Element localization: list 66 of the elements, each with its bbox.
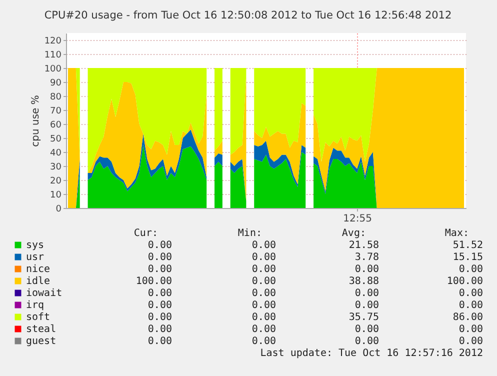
text: 0.00	[458, 336, 483, 347]
text: 100.00	[446, 276, 483, 287]
text: 3.78	[354, 252, 379, 263]
y-tick-label: 80	[50, 92, 62, 102]
y-tick-label: 60	[50, 120, 62, 130]
legend-label: irq	[26, 300, 44, 311]
y-tick-label: 110	[44, 50, 62, 60]
legend-label: usr	[26, 252, 44, 263]
text: 0.00	[458, 264, 483, 275]
text: 35.75	[348, 312, 379, 323]
y-tick-label: 40	[50, 148, 62, 158]
text: 0.00	[148, 336, 172, 347]
y-tick-label: 90	[50, 78, 62, 88]
text: 0.00	[458, 288, 483, 299]
text: 0.00	[148, 312, 172, 323]
text: 51.52	[452, 240, 483, 251]
legend-label: sys	[26, 240, 44, 251]
x-tick-label: 12:55	[343, 214, 372, 224]
text: 0.00	[252, 312, 276, 323]
text: 0.00	[252, 300, 276, 311]
text: 0.00	[252, 324, 276, 335]
text: 0.00	[354, 300, 379, 311]
text: Min:	[238, 228, 262, 239]
legend-label: guest	[26, 336, 56, 347]
text: Cur:	[134, 228, 158, 239]
text: 38.88	[348, 276, 379, 287]
text: 0.00	[354, 324, 379, 335]
legend-label: steal	[26, 324, 56, 335]
legend-label: idle	[26, 276, 50, 287]
text: 86.00	[452, 312, 483, 323]
text: 21.58	[348, 240, 379, 251]
y-tick-label: 0	[56, 204, 62, 214]
text: 0.00	[252, 252, 276, 263]
text: 0.00	[354, 264, 379, 275]
text: Last update: Tue Oct 16 12:57:16 2012	[260, 348, 483, 359]
text: Avg:	[342, 228, 366, 239]
text: 100.00	[136, 276, 172, 287]
text: 0.00	[252, 240, 276, 251]
text: 0.00	[252, 288, 276, 299]
y-tick-label: 120	[44, 36, 62, 46]
text: 0.00	[148, 300, 172, 311]
text: 0.00	[252, 276, 276, 287]
legend-label: iowait	[26, 288, 62, 299]
y-tick-label: 20	[50, 176, 62, 186]
text: Max:	[444, 228, 469, 239]
text: 0.00	[148, 240, 172, 251]
legend-label: nice	[26, 264, 50, 275]
text: 0.00	[148, 252, 172, 263]
text: 0.00	[354, 336, 379, 347]
text: 15.15	[452, 252, 483, 263]
y-axis-title: cpu use %	[30, 95, 42, 147]
y-tick-label: 70	[50, 106, 62, 116]
legend-label: soft	[26, 312, 50, 323]
text: 0.00	[252, 336, 276, 347]
text: 0.00	[148, 264, 172, 275]
text: 0.00	[458, 300, 483, 311]
y-tick-label: 50	[50, 134, 62, 144]
text: 0.00	[252, 264, 276, 275]
y-tick-label: 100	[44, 64, 62, 74]
y-tick-label: 30	[50, 162, 62, 172]
text: 0.00	[148, 288, 172, 299]
text: 0.00	[148, 324, 172, 335]
chart-title: CPU#20 usage - from Tue Oct 16 12:50:08 2012 to Tue Oct 16 12:56:48 2012	[44, 10, 452, 22]
text: 0.00	[458, 324, 483, 335]
y-tick-label: 10	[50, 190, 62, 200]
text: 0.00	[354, 288, 379, 299]
